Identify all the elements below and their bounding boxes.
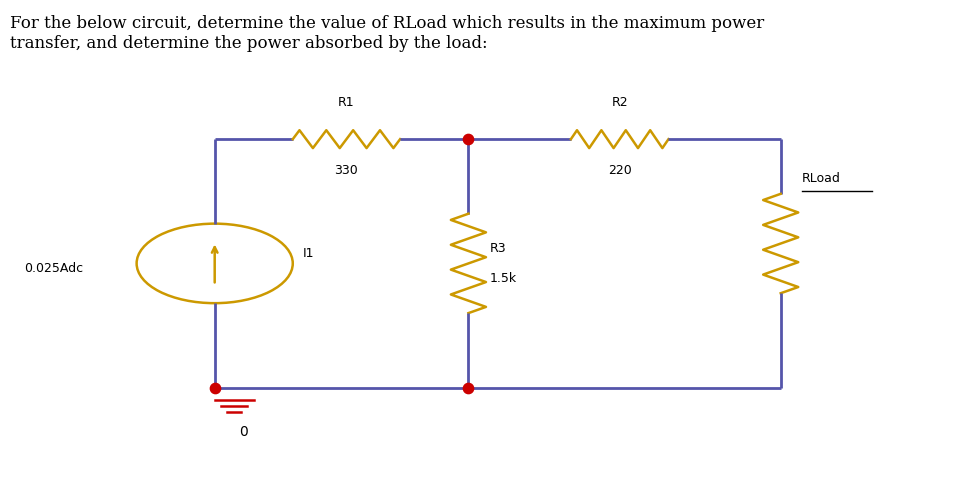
- Text: 1.5k: 1.5k: [489, 272, 516, 285]
- Point: [460, 384, 475, 392]
- Text: 0.025Adc: 0.025Adc: [24, 262, 83, 275]
- Point: [460, 135, 475, 143]
- Text: R2: R2: [610, 96, 627, 109]
- Text: RLoad: RLoad: [801, 172, 840, 185]
- Text: R3: R3: [489, 242, 506, 255]
- Point: [206, 384, 222, 392]
- Text: 0: 0: [240, 425, 248, 439]
- Text: I1: I1: [302, 247, 314, 260]
- Text: R1: R1: [337, 96, 354, 109]
- Text: 330: 330: [334, 164, 358, 177]
- Text: 220: 220: [607, 164, 631, 177]
- Text: For the below circuit, determine the value of RLoad which results in the maximum: For the below circuit, determine the val…: [10, 15, 763, 52]
